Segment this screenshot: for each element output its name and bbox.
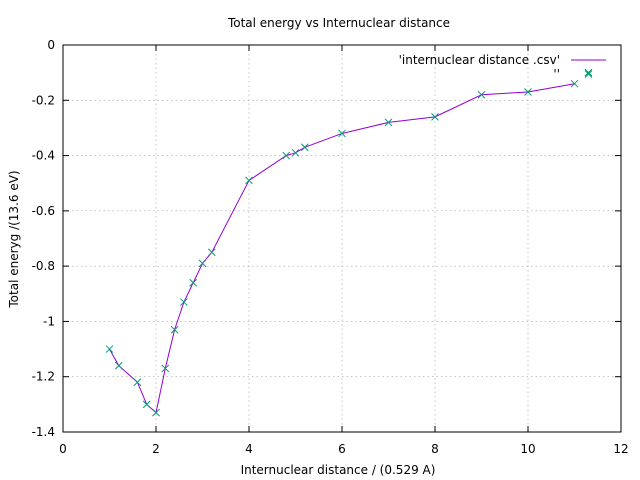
y-tick-label: -0.6	[32, 204, 55, 218]
data-point-marker	[300, 143, 309, 152]
y-tick-label: 0	[47, 38, 55, 52]
data-point-marker	[584, 68, 593, 77]
y-tick-label: -0.8	[32, 259, 55, 273]
y-tick-label: -1.4	[32, 425, 55, 439]
legend-label: 'internuclear distance .csv'	[399, 53, 560, 67]
data-point-marker	[431, 113, 439, 121]
y-tick-label: -1.2	[32, 370, 55, 384]
data-point-marker	[114, 361, 123, 370]
data-point-marker	[198, 259, 207, 268]
data-point-marker	[338, 129, 346, 138]
x-axis-label: Internuclear distance / (0.529 A)	[241, 463, 436, 477]
data-point-marker	[245, 176, 253, 185]
data-point-marker	[161, 364, 170, 373]
series-layer	[105, 68, 593, 417]
data-point-marker	[170, 325, 179, 334]
data-point-marker	[291, 148, 300, 157]
legend-label: ''	[553, 67, 560, 81]
y-tick-label: -0.2	[32, 93, 55, 107]
chart-title: Total energy vs Internuclear distance	[227, 16, 450, 30]
data-point-marker	[152, 408, 160, 417]
data-point-marker	[105, 345, 114, 353]
axis-ticks: 0 2 4 6 8 10 12 0 -0.2 -0.4 -0.6 -0.8 -1 -1.2 -1.4	[32, 38, 629, 456]
legend: 'internuclear distance .csv'''	[399, 53, 606, 81]
legend-swatch-marker	[584, 70, 593, 78]
data-point-marker	[142, 400, 151, 409]
data-point-marker	[384, 118, 393, 127]
data-point-marker	[133, 378, 142, 387]
data-point-marker	[180, 298, 188, 306]
x-tick-label: 8	[431, 442, 439, 456]
x-tick-label: 6	[338, 442, 346, 456]
data-point-marker	[570, 79, 579, 88]
y-tick-label: -0.4	[32, 149, 55, 163]
y-axis-label: Total eneryg /(13.6 eV)	[7, 170, 21, 308]
x-tick-label: 10	[520, 442, 535, 456]
data-point-marker	[282, 151, 291, 160]
x-tick-label: 4	[245, 442, 253, 456]
grid	[63, 45, 621, 432]
x-tick-label: 12	[613, 442, 628, 456]
data-point-marker	[207, 248, 216, 257]
y-tick-label: -1	[43, 314, 55, 328]
x-tick-label: 0	[59, 442, 67, 456]
x-tick-label: 2	[152, 442, 160, 456]
data-point-marker	[477, 90, 486, 99]
data-point-marker	[524, 88, 532, 96]
data-point-marker	[189, 278, 198, 287]
